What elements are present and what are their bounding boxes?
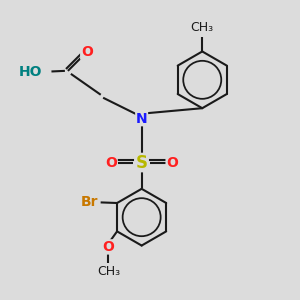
Text: S: S	[136, 154, 148, 172]
Text: Br: Br	[81, 195, 99, 209]
Text: CH₃: CH₃	[191, 21, 214, 34]
Text: N: N	[136, 112, 148, 126]
Text: CH₃: CH₃	[97, 265, 120, 278]
Text: O: O	[102, 240, 114, 254]
Text: O: O	[166, 155, 178, 170]
Text: O: O	[81, 45, 93, 59]
Text: HO: HO	[18, 65, 42, 79]
Text: O: O	[105, 155, 117, 170]
